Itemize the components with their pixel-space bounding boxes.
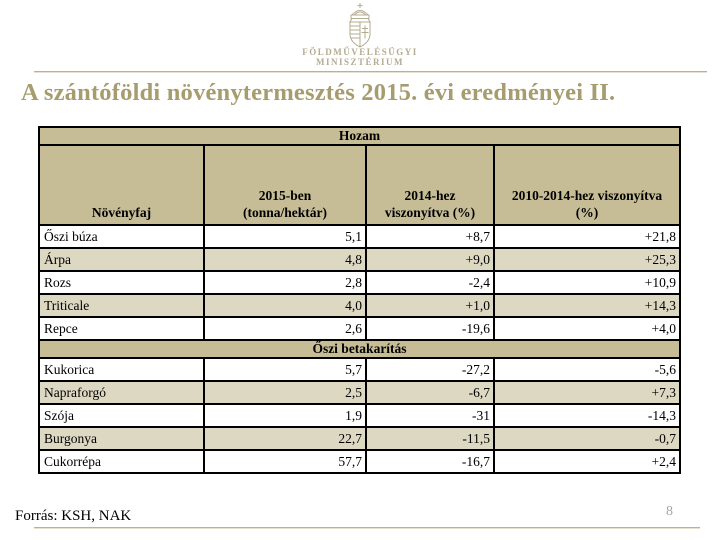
crop-name: Kukorica — [38, 357, 205, 382]
vs-2014: -6,7 — [365, 380, 495, 405]
table-row: Őszi búza 5,1 +8,7 +21,8 — [38, 224, 681, 249]
crop-name: Napraforgó — [38, 380, 205, 405]
crop-name: Őszi búza — [38, 224, 205, 249]
ministry-name-line2: MINISZTÉRIUM — [315, 56, 404, 67]
section-banner: Őszi betakarítás — [38, 339, 681, 359]
vs-2010-2014: +4,0 — [493, 316, 681, 341]
vs-2010-2014: +21,8 — [493, 224, 681, 249]
slide-title: A szántóföldi növénytermesztés 2015. évi… — [21, 79, 616, 106]
yield-2015: 5,1 — [203, 224, 367, 249]
yield-2015: 1,9 — [203, 403, 367, 428]
vs-2010-2014: +2,4 — [493, 449, 681, 474]
vs-2010-2014: +14,3 — [493, 293, 681, 318]
crop-name: Szója — [38, 403, 205, 428]
vs-2014: -31 — [365, 403, 495, 428]
vs-2010-2014: +10,9 — [493, 270, 681, 295]
vs-2014: -11,5 — [365, 426, 495, 451]
section-banner-row: Őszi betakarítás — [38, 339, 681, 359]
footer-divider — [34, 527, 700, 529]
table-row: Rozs 2,8 -2,4 +10,9 — [38, 270, 681, 295]
yield-table-container: Hozam Növényfaj 2015-ben (tonna/hektár) … — [38, 126, 681, 474]
yield-2015: 2,6 — [203, 316, 367, 341]
ministry-name-line1: FÖLDMŰVELÉSÜGYI — [302, 47, 418, 57]
yield-table: Hozam Növényfaj 2015-ben (tonna/hektár) … — [38, 126, 681, 474]
table-row: Napraforgó 2,5 -6,7 +7,3 — [38, 380, 681, 405]
col-header-2015: 2015-ben (tonna/hektár) — [203, 144, 367, 226]
hungarian-coat-of-arms-icon — [349, 3, 371, 48]
yield-2015: 4,8 — [203, 247, 367, 272]
table-banner: Hozam — [38, 126, 681, 146]
table-row: Cukorrépa 57,7 -16,7 +2,4 — [38, 449, 681, 474]
crop-name: Triticale — [38, 293, 205, 318]
vs-2014: +9,0 — [365, 247, 495, 272]
vs-2010-2014: +25,3 — [493, 247, 681, 272]
yield-2015: 2,8 — [203, 270, 367, 295]
table-row: Repce 2,6 -19,6 +4,0 — [38, 316, 681, 341]
col-header-crop: Növényfaj — [38, 144, 205, 226]
table-header-row: Növényfaj 2015-ben (tonna/hektár) 2014-h… — [38, 144, 681, 226]
table-row: Szója 1,9 -31 -14,3 — [38, 403, 681, 428]
crop-name: Rozs — [38, 270, 205, 295]
vs-2010-2014: -0,7 — [493, 426, 681, 451]
table-banner-row: Hozam — [38, 126, 681, 146]
col-header-vs2014: 2014-hez viszonyítva (%) — [365, 144, 495, 226]
yield-2015: 5,7 — [203, 357, 367, 382]
crop-name: Repce — [38, 316, 205, 341]
yield-2015: 57,7 — [203, 449, 367, 474]
source-note: Forrás: KSH, NAK — [15, 508, 132, 524]
vs-2014: +1,0 — [365, 293, 495, 318]
yield-2015: 22,7 — [203, 426, 367, 451]
col-header-vs2010-2014: 2010-2014-hez viszonyítva (%) — [493, 144, 681, 226]
vs-2010-2014: -14,3 — [493, 403, 681, 428]
vs-2014: -27,2 — [365, 357, 495, 382]
header-divider — [34, 71, 707, 73]
crop-name: Burgonya — [38, 426, 205, 451]
table-row: Árpa 4,8 +9,0 +25,3 — [38, 247, 681, 272]
vs-2014: -19,6 — [365, 316, 495, 341]
vs-2014: -16,7 — [365, 449, 495, 474]
table-row: Kukorica 5,7 -27,2 -5,6 — [38, 357, 681, 382]
vs-2010-2014: +7,3 — [493, 380, 681, 405]
vs-2010-2014: -5,6 — [493, 357, 681, 382]
page-number: 8 — [666, 504, 673, 519]
crop-name: Árpa — [38, 247, 205, 272]
table-row: Triticale 4,0 +1,0 +14,3 — [38, 293, 681, 318]
ministry-logo: FÖLDMŰVELÉSÜGYI MINISZTÉRIUM — [0, 2, 720, 67]
crop-name: Cukorrépa — [38, 449, 205, 474]
yield-2015: 4,0 — [203, 293, 367, 318]
yield-2015: 2,5 — [203, 380, 367, 405]
vs-2014: +8,7 — [365, 224, 495, 249]
table-row: Burgonya 22,7 -11,5 -0,7 — [38, 426, 681, 451]
vs-2014: -2,4 — [365, 270, 495, 295]
